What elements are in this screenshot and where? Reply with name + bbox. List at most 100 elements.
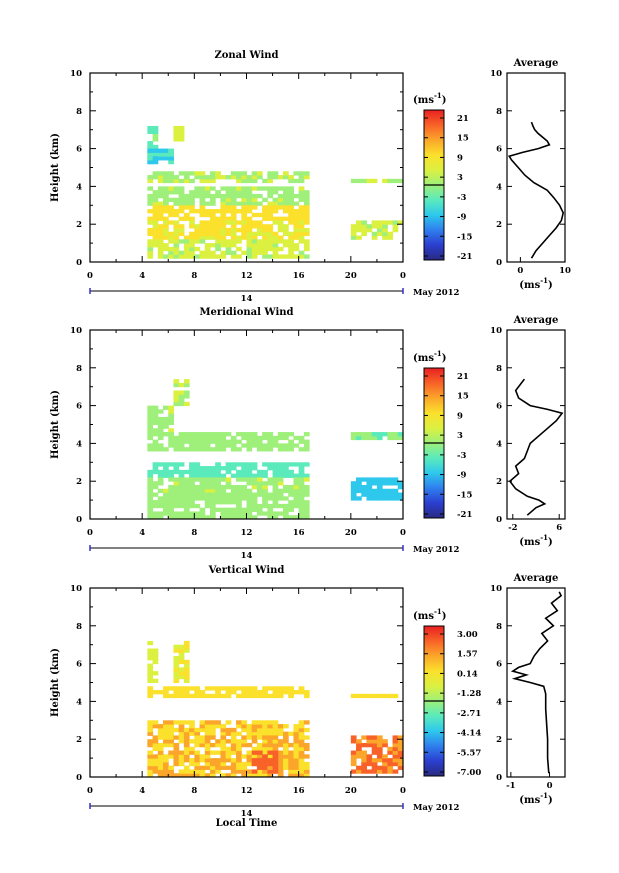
day-label: 14 [241, 294, 253, 304]
heatmap-cell [256, 175, 263, 180]
heatmap-cell [356, 488, 362, 494]
heatmap-cell [157, 190, 164, 195]
heatmap-cell [277, 224, 284, 229]
heatmap-cell [168, 750, 174, 755]
heatmap-cell [303, 443, 310, 448]
heatmap-cell [152, 205, 159, 210]
heatmap-cell [283, 731, 289, 736]
heatmap-cell [371, 739, 378, 744]
heatmap-cell [262, 197, 268, 203]
heatmap-cell [157, 212, 164, 218]
heatmap-cell [283, 507, 289, 512]
heatmap-cell [173, 671, 180, 676]
heatmap-cell [220, 765, 227, 770]
heatmap-cell [303, 205, 310, 210]
heatmap-cell [350, 484, 357, 490]
heatmap-cell [194, 773, 201, 778]
heatmap-cell [163, 466, 169, 471]
heatmap-cell [157, 758, 164, 763]
heatmap-cell [256, 477, 263, 482]
heatmap-cell [189, 235, 195, 240]
heatmap-cell [246, 735, 253, 740]
heatmap-cell [168, 239, 174, 244]
heatmap-cell [199, 435, 206, 441]
heatmap-cell [256, 754, 263, 759]
heatmap-cell [397, 765, 404, 770]
heatmap-cell [168, 420, 174, 425]
heatmap-cell [194, 686, 201, 691]
heatmap-cell [272, 754, 279, 759]
heatmap-cell [246, 754, 253, 759]
heatmap-cell [157, 761, 164, 767]
heatmap-cell [173, 746, 180, 752]
heatmap-cell [168, 250, 174, 255]
heatmap-cell [382, 224, 388, 229]
heatmap-cell [361, 754, 367, 759]
heatmap-cell [147, 731, 154, 736]
heatmap-cell [152, 416, 159, 422]
heatmap-cell [230, 727, 237, 733]
heatmap-cell [230, 492, 237, 497]
heatmap-cell [163, 432, 169, 437]
heatmap-cell [241, 727, 247, 733]
heatmap-cell [387, 746, 394, 752]
heatmap-cell [152, 171, 159, 176]
heatmap-cell [246, 186, 253, 191]
heatmap-cell [288, 765, 294, 770]
heatmap-cell [209, 492, 216, 497]
heatmap-cell [371, 758, 378, 763]
heatmap-cell [157, 742, 164, 748]
heatmap-cell [361, 769, 367, 774]
heatmap-cell [251, 250, 258, 255]
heatmap-cell [298, 235, 305, 240]
heatmap-cell [392, 492, 399, 497]
heatmap-cell [288, 216, 294, 221]
heatmap-cell [236, 254, 242, 259]
heatmap-cell [194, 761, 201, 767]
heatmap-cell [256, 473, 263, 478]
heatmap-cell [262, 186, 268, 191]
heatmap-cell [277, 469, 284, 475]
heatmap-cell [303, 500, 310, 505]
heatmap-cell [303, 761, 310, 767]
average-profile-line [508, 378, 564, 516]
heatmap-cell [251, 435, 258, 441]
heatmap-cell [204, 175, 211, 180]
heatmap-cell [251, 484, 258, 490]
heatmap-cell [163, 462, 169, 467]
heatmap-cell [157, 201, 164, 206]
heatmap-cell [267, 443, 274, 448]
heatmap-cell [230, 171, 237, 176]
heatmap-cell [173, 394, 180, 399]
heatmap-cell [189, 239, 195, 244]
heatmap-cell [392, 481, 399, 486]
heatmap-cell [256, 720, 263, 725]
heatmap-cell [194, 742, 201, 748]
heatmap-cell [194, 466, 201, 471]
heatmap-cell [303, 209, 310, 214]
heatmap-cell [194, 503, 201, 509]
heatmap-cell [147, 409, 154, 414]
heatmap-cell [199, 239, 206, 244]
heatmap-cell [288, 492, 294, 497]
average-y-tick-label: 2 [496, 735, 502, 745]
heatmap-cell [183, 644, 190, 649]
heatmap-cell [293, 758, 300, 763]
heatmap-cell [215, 473, 221, 478]
heatmap-cell [157, 186, 164, 191]
heatmap-cell [178, 720, 185, 725]
heatmap-cell [303, 727, 310, 733]
heatmap-cell [288, 742, 294, 748]
heatmap-cell [230, 761, 237, 767]
heatmap-cell [220, 507, 227, 512]
heatmap-cell [194, 492, 201, 497]
heatmap-cell [173, 390, 180, 395]
heatmap-cell [157, 231, 164, 237]
heatmap-cell [173, 659, 180, 665]
heatmap-cell [230, 439, 237, 444]
average-x-tick-label: 6 [556, 523, 562, 533]
heatmap-cell [293, 761, 300, 767]
heatmap-cell [267, 432, 274, 437]
heatmap-cell [183, 686, 190, 691]
heatmap-cell [272, 686, 279, 691]
